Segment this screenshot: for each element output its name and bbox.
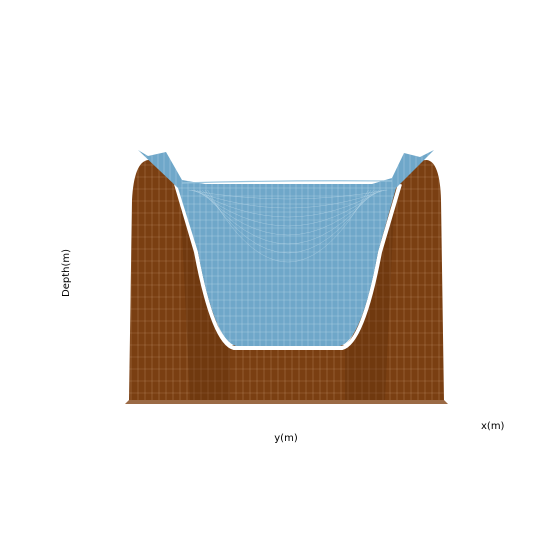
water-rim [174,183,402,350]
z-axis-label: Depth(m) [61,249,72,297]
x-axis-label: x(m) [481,421,505,432]
water-top-edge [181,180,393,184]
basin-body [129,160,444,402]
y-axis-label: y(m) [274,433,298,444]
basin-base [125,400,448,404]
